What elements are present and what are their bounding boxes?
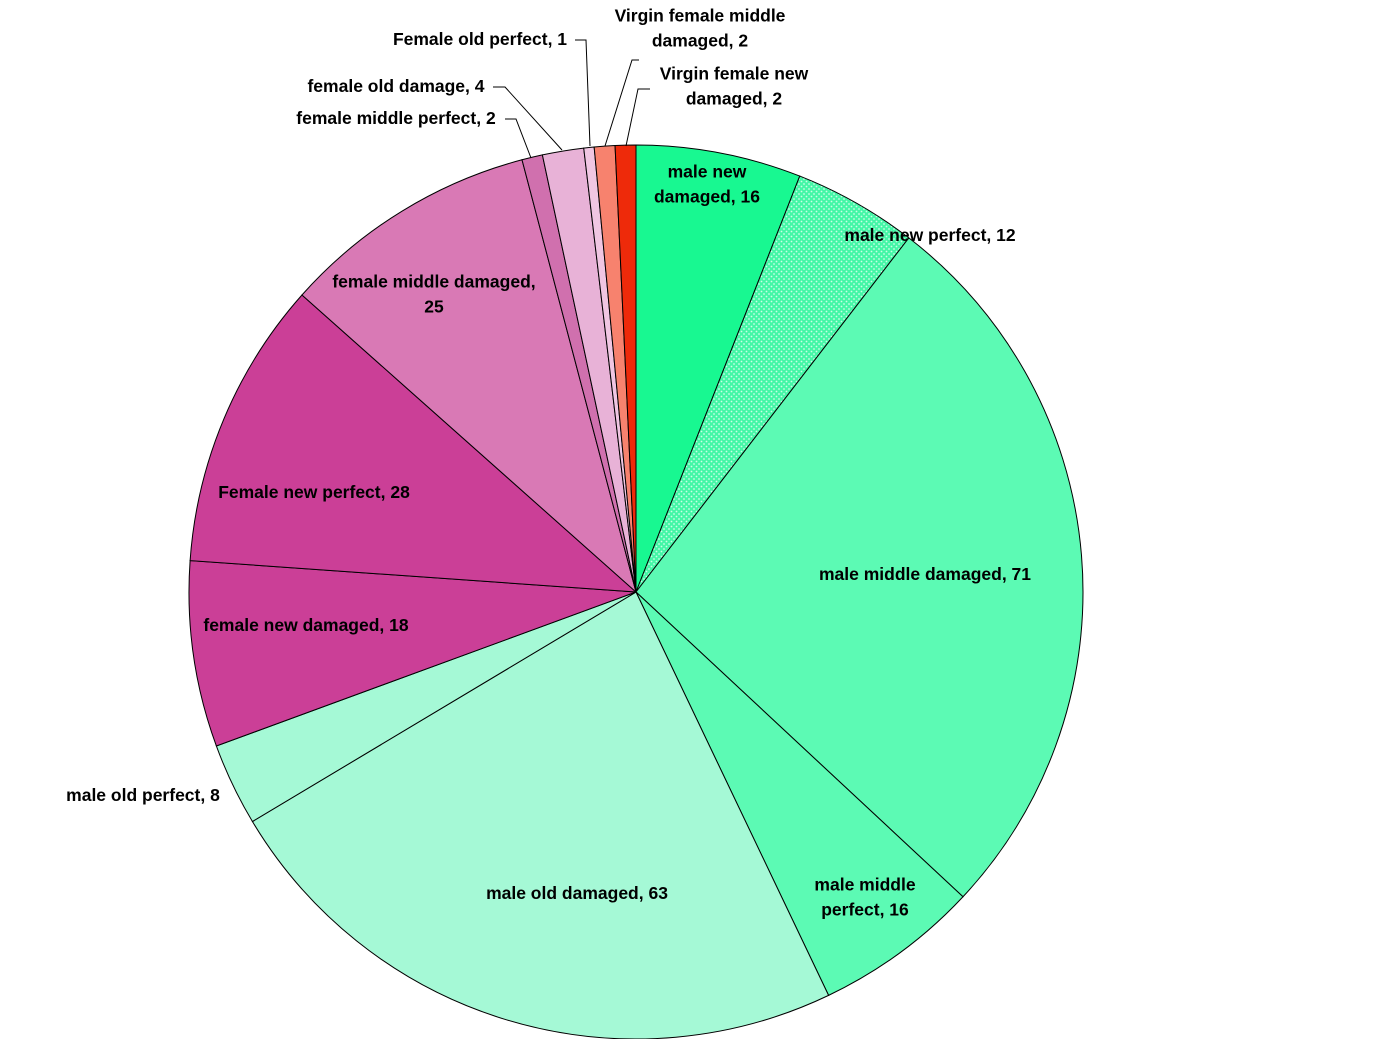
slice-label-female-new-perfect: Female new perfect, 28 [218, 482, 410, 502]
pie-slice-female-new-damaged [188, 560, 637, 747]
slice-label-male-new-perfect: male new perfect, 12 [844, 225, 1015, 245]
pie-slice-female-new-perfect [189, 294, 638, 593]
pie-slices [188, 144, 1084, 1039]
pie-slice-male-new-damaged [635, 144, 801, 593]
slice-label-male-middle-damaged: male middle damaged, 71 [819, 564, 1031, 584]
leader-line-female-old-perfect [575, 39, 591, 147]
slice-label-female-middle-perfect: female middle perfect, 2 [296, 108, 496, 128]
slice-label-female-old-perfect: Female old perfect, 1 [393, 29, 567, 49]
slice-label-male-new-damaged: male new damaged, 16 [654, 162, 760, 207]
slice-label-male-old-perfect: male old perfect, 8 [66, 785, 220, 805]
slice-label-virgin-female-new-damaged: Virgin female new damaged, 2 [660, 64, 809, 109]
slice-label-virgin-female-middle-damaged: Virgin female middle damaged, 2 [615, 6, 786, 51]
slice-label-female-new-damaged: female new damaged, 18 [203, 615, 408, 635]
pie-slice-virgin-female-new-damaged [614, 144, 637, 593]
leader-line-female-old-damage [493, 86, 563, 151]
pie-slice-female-middle-damaged [301, 159, 637, 594]
leader-line-female-middle-perfect [505, 118, 532, 159]
slice-labels: male new damaged, 16 male new perfect, 12 m… [66, 6, 1031, 920]
slice-label-female-middle-damaged: female middle damaged, 25 [332, 272, 535, 317]
pie-slice-male-middle-damaged [635, 237, 1084, 898]
slice-label-male-old-damaged: male old damaged, 63 [486, 883, 668, 903]
leader-lines [493, 39, 650, 159]
pie-slice-male-middle-perfect [635, 591, 964, 997]
pie-slice-male-old-damaged [251, 591, 830, 1039]
slice-label-female-old-damage: female old damage, 4 [307, 76, 484, 96]
leader-line-virgin-female-middle-damaged [604, 59, 639, 147]
leader-line-virgin-female-new-damaged [625, 88, 650, 147]
slice-label-male-middle-perfect: male middle perfect, 16 [814, 875, 915, 920]
